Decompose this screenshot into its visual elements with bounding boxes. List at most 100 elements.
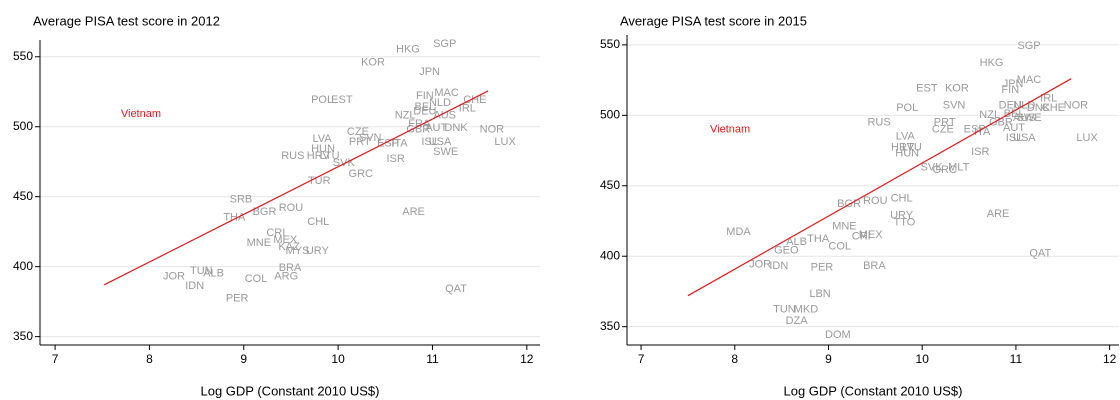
y-tick-label: 350 bbox=[600, 319, 620, 333]
point-label: MEX bbox=[273, 234, 298, 246]
point-label: POL bbox=[311, 94, 333, 106]
point-label: MAC bbox=[434, 87, 459, 99]
point-label: FIN bbox=[416, 90, 434, 102]
x-axis-label: Log GDP (Constant 2010 US$) bbox=[784, 383, 963, 398]
x-tick-label: 10 bbox=[916, 352, 930, 366]
point-label: DEU bbox=[413, 105, 436, 117]
point-label: AUT bbox=[425, 122, 447, 134]
point-label: LUX bbox=[1076, 132, 1098, 144]
x-tick-label: 8 bbox=[146, 352, 153, 366]
point-label: LTU bbox=[320, 150, 340, 162]
point-label: ARE bbox=[402, 206, 425, 218]
point-label: IRL bbox=[459, 102, 476, 114]
point-label: AUT bbox=[1003, 122, 1025, 134]
point-label: ISR bbox=[971, 146, 989, 158]
point-label: Vietnam bbox=[710, 123, 750, 135]
point-label: HRV bbox=[891, 142, 915, 154]
y-tick-label: 450 bbox=[13, 189, 33, 203]
point-label: ESP bbox=[964, 123, 986, 135]
y-tick-label: 400 bbox=[13, 259, 33, 273]
point-label: CRI bbox=[852, 230, 871, 242]
point-label: CRI bbox=[266, 227, 285, 239]
point-label: JOR bbox=[163, 270, 185, 282]
point-label: CHL bbox=[307, 216, 329, 228]
y-tick-label: 500 bbox=[13, 119, 33, 133]
point-label: GRC bbox=[932, 164, 957, 176]
point-label: HUN bbox=[311, 143, 335, 155]
point-label: EST bbox=[331, 94, 353, 106]
x-tick-label: 11 bbox=[1010, 352, 1023, 366]
point-label: FRA bbox=[408, 118, 431, 130]
point-label: SWE bbox=[1017, 112, 1042, 124]
point-label: NZL bbox=[979, 109, 1000, 121]
point-label: BRA bbox=[279, 262, 302, 274]
point-label: SGP bbox=[1017, 40, 1040, 52]
point-label: ALB bbox=[203, 268, 224, 280]
point-label: SVN bbox=[359, 132, 382, 144]
point-label: BGR bbox=[253, 206, 277, 218]
point-label: HRV bbox=[307, 150, 331, 162]
point-label: URY bbox=[890, 209, 914, 221]
point-label: RUS bbox=[867, 116, 890, 128]
point-label: THA bbox=[223, 212, 246, 224]
point-label: USA bbox=[1013, 132, 1036, 144]
point-label: LBN bbox=[809, 288, 830, 300]
y-tick-label: 400 bbox=[600, 248, 620, 262]
point-label: RUS bbox=[281, 150, 304, 162]
point-label: CHL bbox=[891, 192, 913, 204]
point-label: KOR bbox=[945, 82, 969, 94]
point-label: GBR bbox=[406, 123, 430, 135]
x-tick-label: 8 bbox=[731, 352, 738, 366]
x-tick-label: 9 bbox=[240, 352, 247, 366]
x-tick-label: 12 bbox=[520, 352, 534, 366]
point-label: BEL bbox=[1004, 108, 1025, 120]
point-label: JOR bbox=[749, 259, 771, 271]
point-label: BEL bbox=[415, 101, 436, 113]
point-label: PRT bbox=[349, 136, 371, 148]
point-label: NZL bbox=[395, 109, 416, 121]
point-label: DNK bbox=[444, 122, 468, 134]
y-tick-label: 350 bbox=[13, 329, 33, 343]
point-label: MDA bbox=[726, 226, 751, 238]
point-label: LUX bbox=[494, 136, 516, 148]
point-label: HKG bbox=[980, 57, 1004, 69]
point-label: IRL bbox=[1040, 92, 1057, 104]
point-label: NOR bbox=[480, 123, 505, 135]
x-tick-label: 12 bbox=[1103, 352, 1117, 366]
point-label: PER bbox=[226, 293, 249, 305]
point-label: SVK bbox=[921, 161, 944, 173]
point-label: LVA bbox=[312, 133, 332, 145]
point-label: LTU bbox=[902, 142, 922, 154]
point-label: MYS bbox=[286, 245, 310, 257]
point-label: CHE bbox=[463, 94, 486, 106]
point-label: MEX bbox=[859, 229, 884, 241]
point-label: TTO bbox=[893, 216, 915, 228]
point-label: BRA bbox=[863, 260, 886, 272]
x-axis-label: Log GDP (Constant 2010 US$) bbox=[201, 383, 380, 398]
point-label: ESP bbox=[377, 137, 399, 149]
point-label: MLT bbox=[948, 161, 969, 173]
point-label: DZA bbox=[786, 315, 809, 327]
chart-title: Average PISA test score in 2012 bbox=[33, 13, 220, 28]
point-label: SWE bbox=[433, 146, 458, 158]
point-label: QAT bbox=[445, 283, 467, 295]
point-label: DEU bbox=[999, 99, 1022, 111]
y-tick-label: 450 bbox=[600, 178, 620, 192]
point-label: IDN bbox=[185, 280, 204, 292]
point-label: QAT bbox=[1029, 247, 1051, 259]
point-label: CZE bbox=[932, 123, 954, 135]
point-label: HUN bbox=[895, 147, 919, 159]
point-label: JPN bbox=[419, 66, 440, 78]
point-label: SVN bbox=[943, 99, 966, 111]
fit-line bbox=[687, 78, 1072, 297]
point-label: ISR bbox=[386, 153, 404, 165]
point-label: SRB bbox=[230, 193, 253, 205]
point-label: SGP bbox=[433, 38, 456, 50]
point-label: ITA bbox=[974, 126, 991, 138]
y-tick-label: 550 bbox=[600, 37, 620, 51]
point-label: COL bbox=[828, 240, 851, 252]
point-label: TUN bbox=[773, 304, 796, 316]
point-label: AUS bbox=[433, 109, 456, 121]
point-label: MNE bbox=[832, 221, 856, 233]
